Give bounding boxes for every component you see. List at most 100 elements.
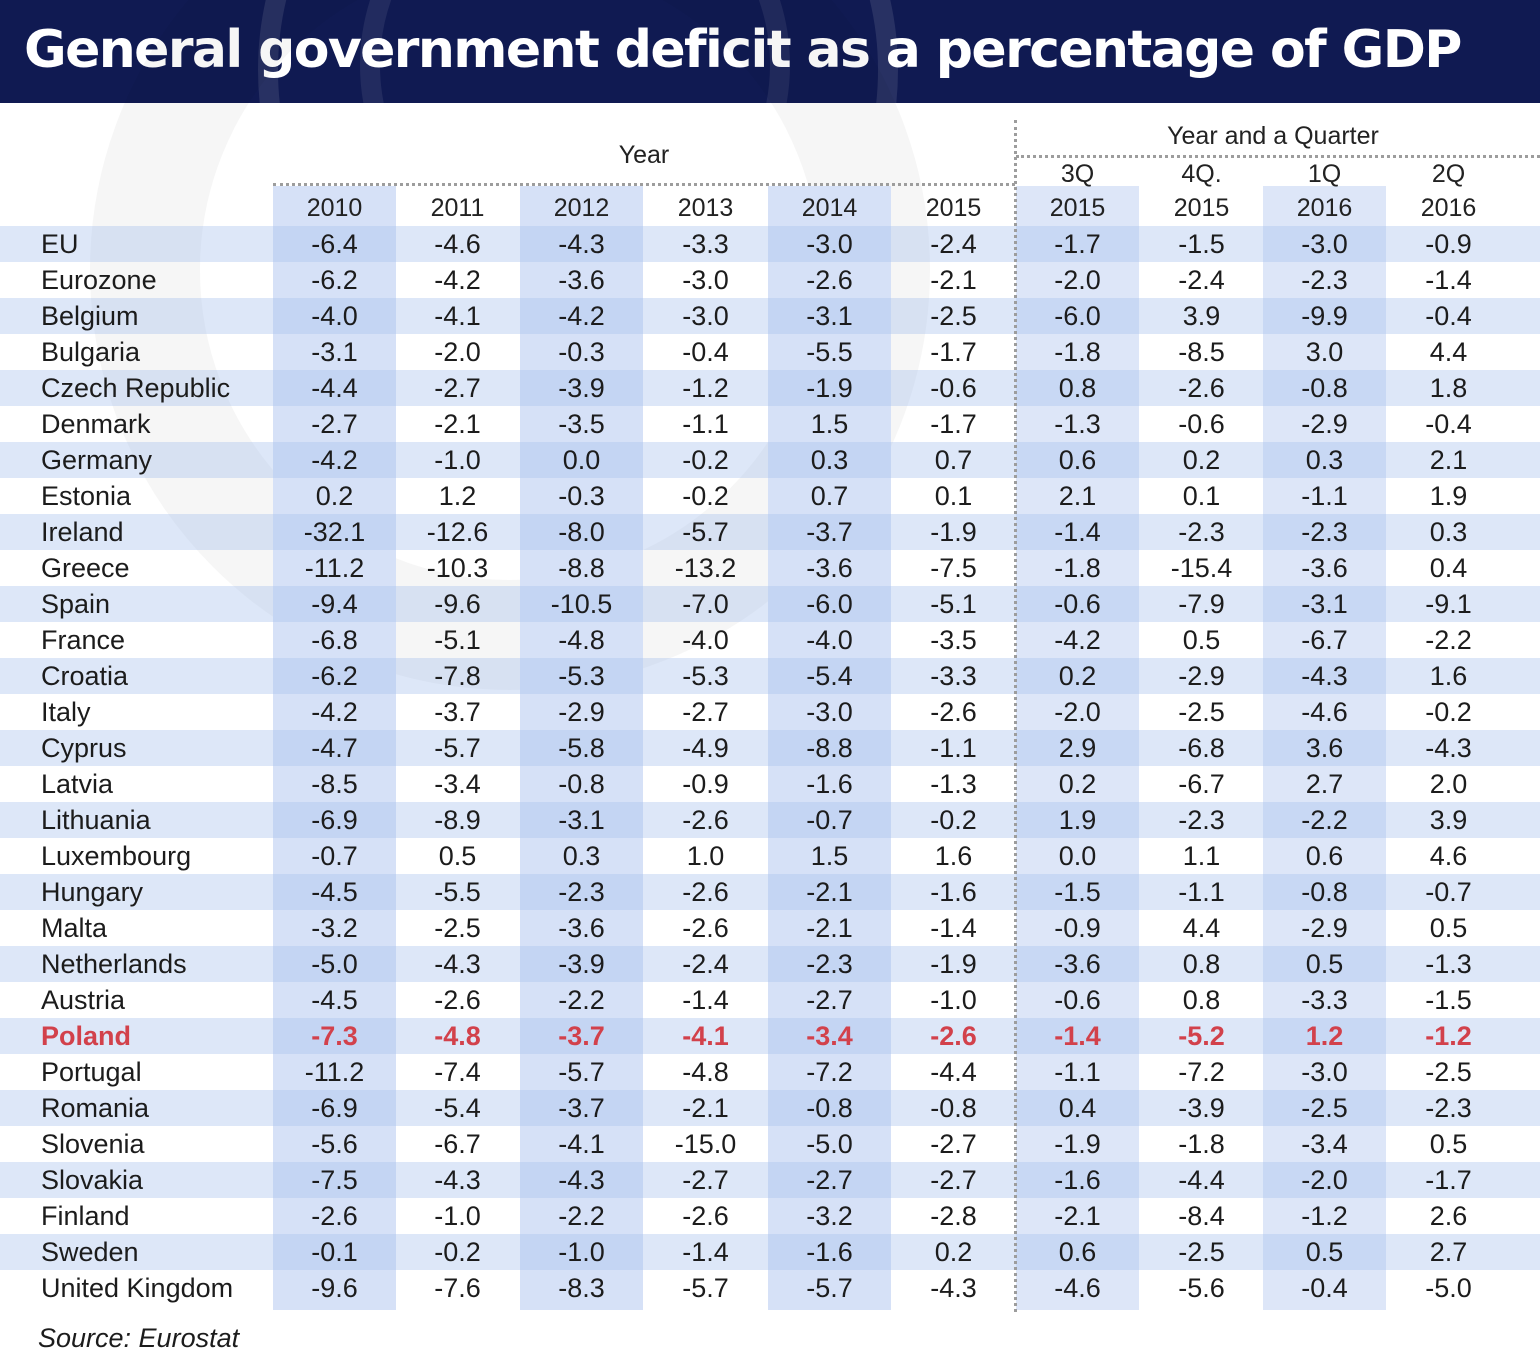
table-cell: -6.7: [1178, 769, 1225, 799]
table-cell: -6.8: [1178, 733, 1225, 763]
table-cell: -0.9: [1425, 229, 1472, 259]
table-cell: 0.0: [1058, 841, 1097, 871]
table-cell: -5.7: [558, 1057, 605, 1087]
country-label: Cyprus: [41, 733, 127, 763]
table-cell: 3.9: [1182, 301, 1221, 331]
table-cell: -3.6: [1301, 553, 1348, 583]
table-cell: -0.3: [558, 337, 605, 367]
table-cell: -7.2: [1178, 1057, 1225, 1087]
table-cell: -1.0: [434, 445, 481, 475]
country-label: Ireland: [41, 517, 124, 547]
table-cell: -4.5: [311, 877, 358, 907]
table-cell: -0.2: [434, 1237, 481, 1267]
source-note: Source: Eurostat: [38, 1323, 240, 1353]
table-cell: -4.1: [434, 301, 481, 331]
table-cell: -4.9: [682, 733, 729, 763]
table-cell: -4.3: [434, 949, 481, 979]
table-cell: -2.3: [1301, 517, 1348, 547]
table-cell: -4.6: [1301, 697, 1348, 727]
table-cell: -3.0: [806, 229, 853, 259]
table-cell: -1.7: [1425, 1165, 1472, 1195]
table-cell: -2.6: [930, 697, 977, 727]
table-cell: -1.5: [1054, 877, 1101, 907]
table-cell: -0.6: [1054, 985, 1101, 1015]
table-cell: -3.7: [558, 1021, 605, 1051]
table-cell: -11.2: [304, 1057, 365, 1087]
table-cell: 2.0: [1429, 769, 1468, 799]
table-cell: 1.6: [934, 841, 973, 871]
row-band: [0, 946, 1540, 982]
country-label: Spain: [41, 589, 111, 619]
table-cell: -4.0: [806, 625, 853, 655]
table-cell: -0.2: [682, 445, 729, 475]
row-band: [0, 514, 1540, 550]
table-cell: 1.1: [1182, 841, 1221, 871]
table-cell: -3.6: [558, 265, 605, 295]
table-cell: -2.1: [930, 265, 977, 295]
table-cell: 0.4: [1429, 553, 1468, 583]
table-cell: 0.5: [1429, 1129, 1468, 1159]
table-cell: -7.3: [311, 1021, 358, 1051]
table-cell: -0.4: [682, 337, 729, 367]
table-cell: -0.4: [1301, 1273, 1348, 1303]
table-cell: -8.8: [558, 553, 605, 583]
table-cell: -1.2: [682, 373, 729, 403]
row-band: [0, 1162, 1540, 1198]
table-cell: -1.5: [1425, 985, 1472, 1015]
table-cell: -1.8: [1178, 1129, 1225, 1159]
column-shade: [1263, 186, 1386, 1310]
table-cell: -9.1: [1425, 589, 1472, 619]
table-cell: -6.7: [1301, 625, 1348, 655]
table-cell: -8.8: [806, 733, 853, 763]
country-label: Slovakia: [41, 1165, 144, 1195]
table-cell: 1.5: [810, 409, 849, 439]
table-cell: -1.6: [1054, 1165, 1101, 1195]
table-cell: -4.2: [1054, 625, 1101, 655]
table-cell: -2.6: [311, 1201, 358, 1231]
table-cell: -3.0: [682, 301, 729, 331]
table-cell: -5.5: [434, 877, 481, 907]
country-label: Latvia: [41, 769, 114, 799]
table-cell: -2.6: [682, 805, 729, 835]
table-cell: -13.2: [674, 553, 737, 583]
group-separator-quarter: [1016, 155, 1540, 158]
column-header-quarter: 1Q: [1307, 160, 1342, 188]
table-cell: -4.4: [1178, 1165, 1225, 1195]
table-cell: -11.2: [304, 553, 365, 583]
country-label: Finland: [41, 1201, 130, 1231]
title-bar: General government deficit as a percenta…: [0, 0, 1540, 103]
group-label-quarter: Year and a Quarter: [1167, 122, 1379, 150]
table-cell: -6.9: [311, 805, 358, 835]
table-cell: -0.8: [558, 769, 605, 799]
table-cell: 2.9: [1058, 733, 1097, 763]
country-label: United Kingdom: [41, 1273, 234, 1303]
table-cell: -7.6: [434, 1273, 481, 1303]
table-cell: -2.7: [930, 1165, 977, 1195]
table-cell: -2.1: [1054, 1201, 1101, 1231]
table-cell: -2.6: [682, 877, 729, 907]
table-cell: -1.1: [1054, 1057, 1101, 1087]
table-cell: -5.5: [806, 337, 853, 367]
row-band: [0, 586, 1540, 622]
table-cell: -0.4: [1425, 409, 1472, 439]
table-cell: -1.5: [1178, 229, 1225, 259]
table-cell: -6.4: [311, 229, 358, 259]
table-cell: -2.3: [558, 877, 605, 907]
table-cell: -9.6: [434, 589, 481, 619]
country-label: Sweden: [41, 1237, 139, 1267]
table-cell: -3.0: [1301, 229, 1348, 259]
table-cell: -3.5: [558, 409, 605, 439]
country-label: Greece: [41, 553, 130, 583]
table-cell: -5.0: [806, 1129, 853, 1159]
table-cell: -4.4: [930, 1057, 977, 1087]
table-cell: -2.9: [1178, 661, 1225, 691]
table-cell: 0.2: [1182, 445, 1221, 475]
table-cell: -1.6: [806, 1237, 853, 1267]
table-cell: -4.3: [558, 1165, 605, 1195]
table-cell: -0.3: [558, 481, 605, 511]
table-cell: -5.6: [1178, 1273, 1225, 1303]
table-cell: -3.7: [806, 517, 853, 547]
table-cell: 2.6: [1429, 1201, 1468, 1231]
row-band: [0, 226, 1540, 262]
table-cell: -1.3: [1425, 949, 1472, 979]
